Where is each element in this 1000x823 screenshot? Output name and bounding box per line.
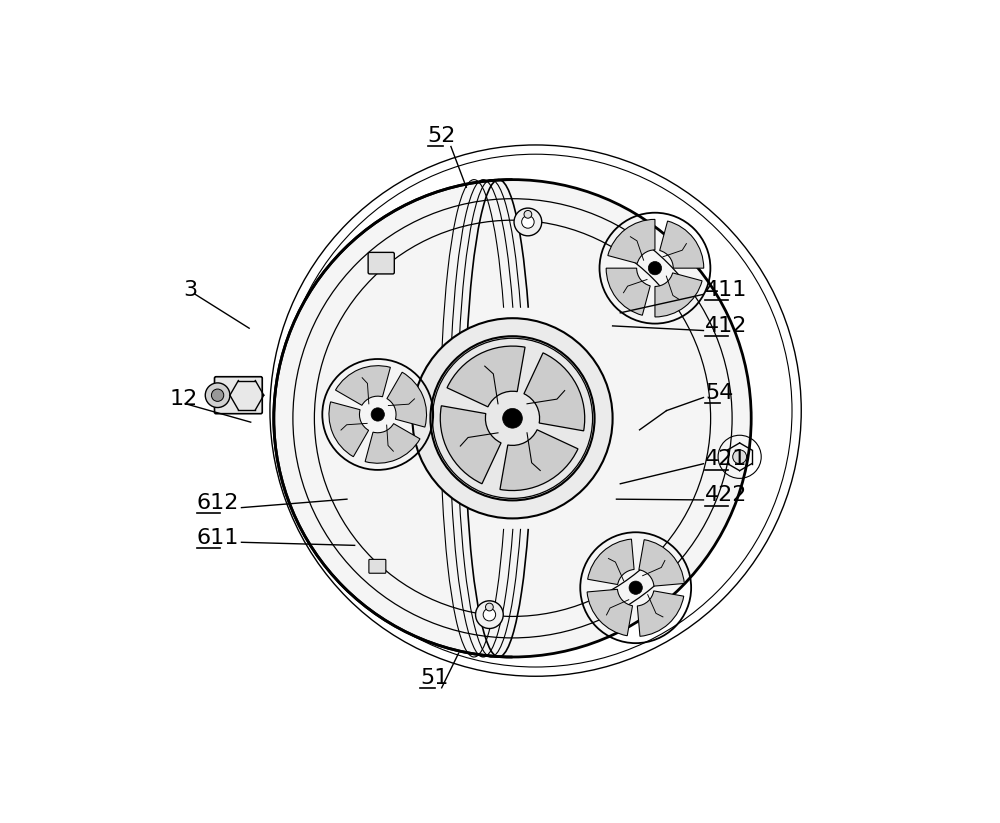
Wedge shape xyxy=(606,268,650,315)
Wedge shape xyxy=(660,221,704,268)
Circle shape xyxy=(486,603,493,611)
Text: 12: 12 xyxy=(170,389,198,409)
Text: 421: 421 xyxy=(705,449,747,469)
Circle shape xyxy=(412,319,613,518)
Text: 411: 411 xyxy=(705,280,747,300)
Circle shape xyxy=(522,216,534,228)
Text: 422: 422 xyxy=(705,486,747,505)
Text: 412: 412 xyxy=(705,316,747,336)
Circle shape xyxy=(476,601,503,629)
Circle shape xyxy=(205,383,230,407)
Circle shape xyxy=(432,338,593,499)
Text: 611: 611 xyxy=(197,528,239,547)
Wedge shape xyxy=(500,430,578,491)
Text: 51: 51 xyxy=(420,667,448,688)
Wedge shape xyxy=(440,406,501,484)
Circle shape xyxy=(483,608,496,621)
Wedge shape xyxy=(365,424,420,463)
Wedge shape xyxy=(655,273,702,317)
Text: 3: 3 xyxy=(183,280,197,300)
Wedge shape xyxy=(587,589,633,635)
Wedge shape xyxy=(387,372,427,427)
Text: 54: 54 xyxy=(705,383,733,403)
Circle shape xyxy=(648,262,662,275)
Circle shape xyxy=(733,450,747,463)
Circle shape xyxy=(629,581,642,594)
Text: 612: 612 xyxy=(197,493,239,513)
Wedge shape xyxy=(608,220,655,263)
Circle shape xyxy=(514,208,542,236)
Wedge shape xyxy=(335,365,390,405)
Wedge shape xyxy=(524,353,585,431)
Circle shape xyxy=(503,408,522,428)
Wedge shape xyxy=(329,402,369,457)
FancyBboxPatch shape xyxy=(369,560,386,574)
Wedge shape xyxy=(639,540,684,586)
Circle shape xyxy=(371,408,384,421)
FancyBboxPatch shape xyxy=(368,253,394,274)
FancyBboxPatch shape xyxy=(215,377,262,414)
Circle shape xyxy=(524,211,532,218)
Wedge shape xyxy=(588,539,634,584)
Text: 52: 52 xyxy=(428,126,456,146)
Wedge shape xyxy=(447,346,525,407)
Wedge shape xyxy=(637,591,684,636)
Circle shape xyxy=(274,179,751,657)
Circle shape xyxy=(211,389,224,402)
